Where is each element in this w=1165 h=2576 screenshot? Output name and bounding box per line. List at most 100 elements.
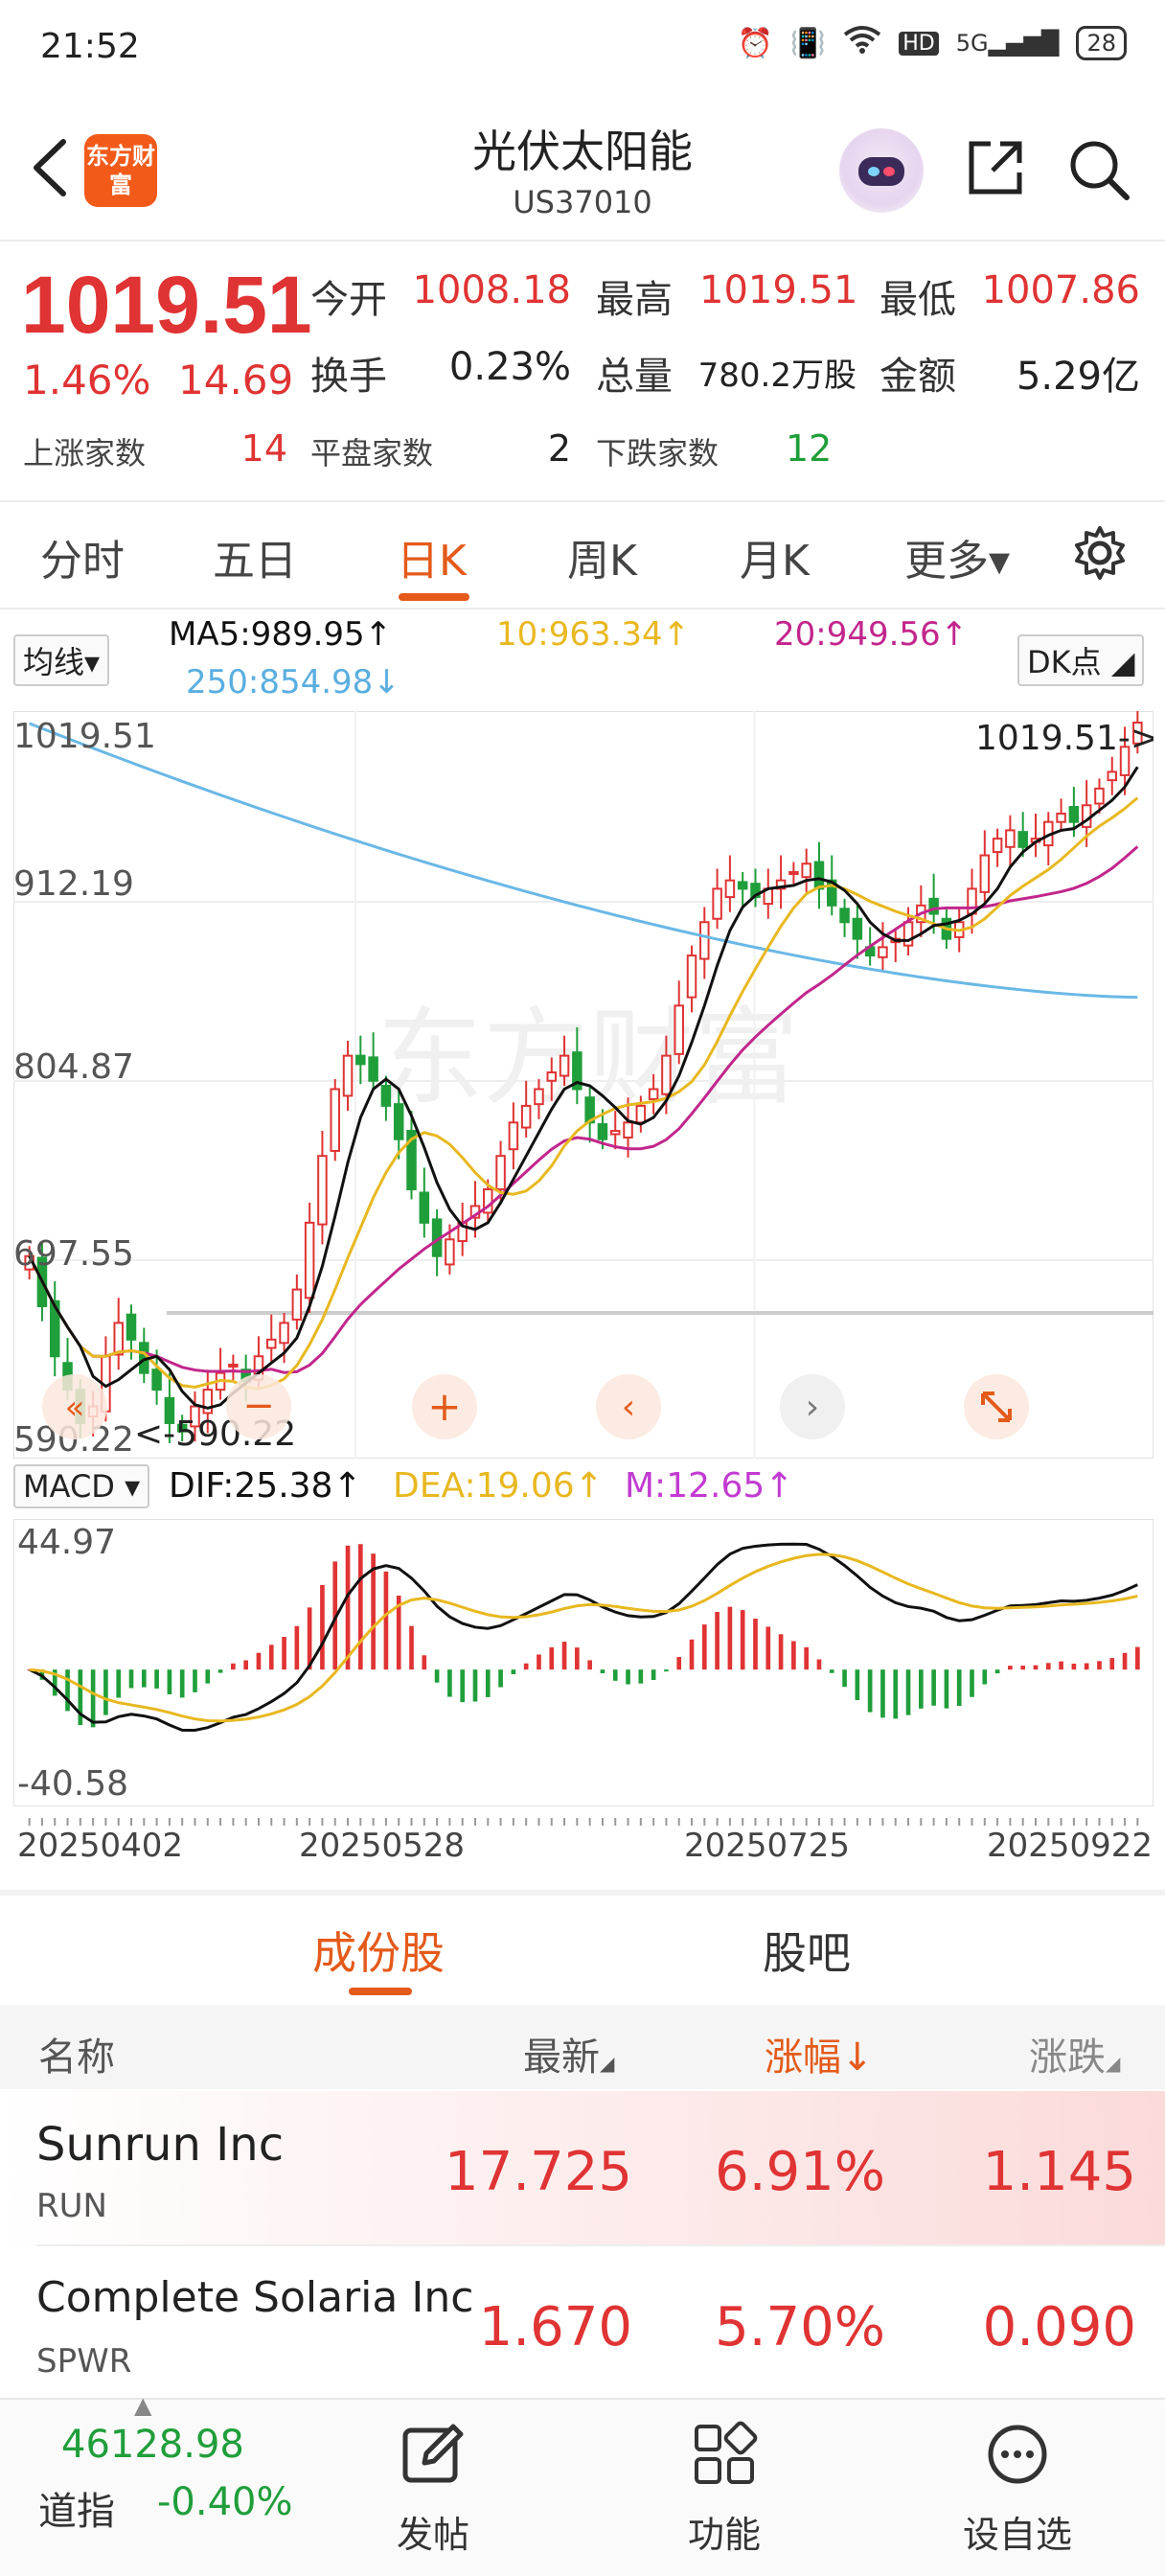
candle-body — [304, 1221, 315, 1300]
macd-bar — [434, 1669, 440, 1683]
candle-body — [979, 854, 991, 893]
macd-frame — [13, 1519, 1154, 1806]
candle-body — [317, 1155, 328, 1226]
index-ticker[interactable]: ▲ 46128.98 道指 -0.40% — [0, 2392, 316, 2576]
tab-five-day[interactable]: 五日 — [213, 537, 297, 586]
tab-monthly-k[interactable]: 月K — [740, 537, 810, 586]
list-header: 名称 最新◢ 涨幅↓ 涨跌◢ — [0, 2005, 1165, 2089]
low-label: 最低 — [879, 278, 956, 322]
tab-weekly-k[interactable]: 周K — [567, 537, 637, 586]
indicator-selector[interactable]: MACD ▾ — [13, 1464, 150, 1508]
zoom-in-button[interactable]: + — [412, 1374, 477, 1439]
candle-body — [380, 1084, 392, 1107]
row-divider — [36, 2244, 1165, 2246]
functions-button[interactable]: 功能 — [648, 2400, 801, 2576]
sort-latest[interactable]: 最新◢ — [523, 2036, 615, 2080]
assistant-robot-icon[interactable] — [839, 128, 924, 213]
chart-controls: « − + ‹ › — [42, 1374, 1029, 1439]
candle-body — [1056, 812, 1066, 823]
y-tick-max: 1019.51 — [13, 717, 156, 756]
ma5-value: MA5:989.95↑ — [169, 615, 393, 654]
date-label-4: 20250922 — [987, 1827, 1154, 1865]
ma250-value: 250:854.98↓ — [186, 663, 400, 702]
stock-symbol: SPWR — [36, 2342, 132, 2380]
y-tick-4: 697.55 — [13, 1234, 134, 1274]
stock-header: 东方财富 光伏太阳能 US37010 — [0, 96, 1165, 240]
candle-body — [495, 1155, 506, 1191]
table-row[interactable]: Sunrun Inc RUN 17.725 6.91% 1.145 — [0, 2091, 1165, 2244]
candle-body — [775, 879, 787, 890]
macd-bar — [1071, 1663, 1077, 1670]
post-label: 发帖 — [396, 2514, 469, 2556]
active-tab-indicator — [399, 593, 469, 601]
sort-change[interactable]: 涨跌◢ — [1029, 2036, 1121, 2080]
settings-gear-icon[interactable] — [1069, 522, 1131, 584]
macd-bar — [676, 1657, 682, 1670]
tab-daily-k[interactable]: 日K — [397, 537, 467, 586]
flat-count: 2 — [547, 427, 571, 470]
macd-bar — [715, 1612, 720, 1670]
m-value: M:12.65↑ — [625, 1466, 794, 1506]
macd-bar — [970, 1669, 974, 1697]
candle-body — [572, 1051, 582, 1091]
macd-bar — [816, 1659, 822, 1670]
macd-legend: MACD ▾ DIF:25.38↑ DEA:19.06↑ M:12.65↑ — [0, 1464, 1165, 1512]
macd-bar — [345, 1545, 351, 1670]
grid-icon — [691, 2421, 758, 2488]
sort-change-pct[interactable]: 涨幅↓ — [765, 2036, 874, 2080]
macd-bar — [905, 1669, 911, 1715]
scroll-right-button[interactable]: › — [780, 1374, 845, 1439]
candle-body — [330, 1088, 340, 1152]
y-tick-2: 912.19 — [13, 864, 134, 904]
add-watchlist-button[interactable]: 设自选 — [941, 2400, 1094, 2576]
candle-body — [559, 1054, 570, 1077]
edit-icon — [400, 2421, 467, 2488]
macd-bar — [116, 1669, 122, 1698]
candle-body — [801, 862, 811, 879]
ma10-value: 10:963.34↑ — [496, 615, 691, 654]
scroll-left-far-button[interactable]: « — [42, 1374, 107, 1439]
candle-body — [827, 879, 837, 907]
svg-text:‹: ‹ — [622, 1388, 635, 1427]
tab-intraday[interactable]: 分时 — [40, 537, 125, 586]
candle-body — [190, 1405, 200, 1428]
candle-body — [1005, 829, 1016, 848]
dif-value: DIF:25.38↑ — [169, 1466, 362, 1506]
app-logo[interactable]: 东方财富 — [84, 134, 157, 207]
macd-bar — [1084, 1663, 1089, 1670]
table-row[interactable]: Complete Solaria Inc SPWR 1.670 5.70% 0.… — [0, 2246, 1165, 2400]
candle-body — [520, 1104, 532, 1129]
macd-bar — [447, 1669, 452, 1697]
candle-body — [279, 1322, 289, 1345]
candle-body — [902, 921, 914, 947]
post-button[interactable]: 发帖 — [356, 2400, 510, 2576]
status-bar: 21:52 ⏰ 📳 HD 5G▂▄▆█ 28 — [0, 0, 1165, 96]
tab-more[interactable]: 更多▾ — [904, 537, 1011, 586]
macd-bar — [549, 1647, 555, 1670]
tab-constituents[interactable]: 成份股 — [312, 1927, 445, 1979]
zoom-out-button[interactable]: − — [226, 1374, 291, 1439]
macd-bar — [561, 1642, 567, 1670]
ma-selector[interactable]: 均线▾ — [13, 634, 110, 686]
macd-bar — [1020, 1666, 1026, 1670]
back-button[interactable] — [25, 134, 82, 201]
fullscreen-button[interactable] — [964, 1374, 1029, 1439]
expand-arrow-icon: ▲ — [134, 2392, 152, 2419]
share-icon[interactable] — [962, 134, 1029, 201]
macd-bar — [689, 1639, 695, 1670]
flat-count-label: 平盘家数 — [310, 435, 434, 472]
candlestick-chart[interactable]: 东方财富 1019.51 912.19 804.87 697.55 590.22… — [13, 711, 1154, 1459]
candle-body — [126, 1313, 137, 1341]
candle-body — [1068, 806, 1080, 823]
ma10-line — [28, 796, 1139, 1391]
dk-label: DK点 — [1027, 644, 1102, 680]
search-icon[interactable] — [1065, 136, 1132, 203]
macd-chart[interactable]: 44.97 -40.58 — [13, 1519, 1154, 1806]
date-label-3: 20250725 — [684, 1827, 851, 1865]
tab-forum[interactable]: 股吧 — [763, 1927, 851, 1979]
macd-bar — [1097, 1661, 1102, 1670]
svg-text:«: « — [65, 1389, 85, 1427]
dk-point-selector[interactable]: DK点 ◢ — [1017, 634, 1145, 686]
scroll-left-button[interactable]: ‹ — [596, 1374, 661, 1439]
stock-change: 0.090 — [982, 2296, 1136, 2358]
